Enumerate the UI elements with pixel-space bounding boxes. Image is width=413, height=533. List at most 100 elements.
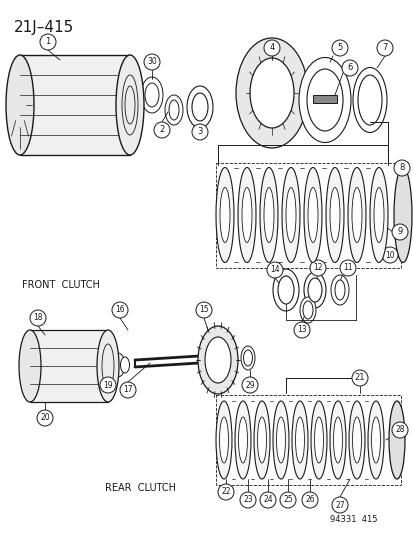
Ellipse shape (291, 401, 307, 479)
Circle shape (154, 122, 170, 138)
Circle shape (331, 40, 347, 56)
Circle shape (242, 377, 257, 393)
Ellipse shape (240, 346, 254, 370)
Ellipse shape (299, 297, 315, 323)
Ellipse shape (192, 93, 207, 121)
Ellipse shape (204, 337, 230, 383)
Ellipse shape (169, 100, 178, 120)
Text: 24: 24 (263, 496, 272, 505)
Circle shape (331, 497, 347, 513)
Ellipse shape (298, 58, 350, 142)
Circle shape (144, 54, 159, 70)
Text: 11: 11 (342, 263, 352, 272)
Circle shape (37, 410, 53, 426)
Ellipse shape (388, 401, 404, 479)
Text: 23: 23 (242, 496, 252, 505)
Text: 22: 22 (221, 488, 230, 497)
Text: 25: 25 (282, 496, 292, 505)
Ellipse shape (254, 401, 269, 479)
Ellipse shape (116, 55, 144, 155)
Circle shape (381, 247, 397, 263)
Text: 19: 19 (103, 381, 112, 390)
Ellipse shape (216, 167, 233, 262)
Text: 9: 9 (396, 228, 402, 237)
Ellipse shape (348, 401, 364, 479)
Ellipse shape (237, 167, 255, 262)
Circle shape (351, 370, 367, 386)
Ellipse shape (307, 188, 317, 243)
Circle shape (293, 322, 309, 338)
Text: 29: 29 (244, 381, 254, 390)
Ellipse shape (351, 417, 361, 463)
Text: 16: 16 (115, 305, 124, 314)
Text: 12: 12 (313, 263, 322, 272)
Circle shape (195, 302, 211, 318)
Text: 17: 17 (123, 385, 133, 394)
Ellipse shape (303, 167, 321, 262)
Ellipse shape (334, 280, 344, 300)
Circle shape (240, 492, 255, 508)
Ellipse shape (310, 401, 326, 479)
Circle shape (100, 377, 116, 393)
Ellipse shape (272, 269, 298, 311)
Ellipse shape (393, 167, 411, 262)
Circle shape (309, 260, 325, 276)
Text: 20: 20 (40, 414, 50, 423)
Text: 1: 1 (45, 37, 50, 46)
Ellipse shape (120, 357, 129, 373)
Text: 4: 4 (269, 44, 274, 52)
Circle shape (192, 124, 207, 140)
Ellipse shape (351, 188, 361, 243)
Ellipse shape (295, 417, 304, 463)
Ellipse shape (367, 401, 383, 479)
Ellipse shape (373, 188, 383, 243)
Circle shape (40, 34, 56, 50)
Ellipse shape (307, 278, 321, 302)
Circle shape (341, 60, 357, 76)
Text: 15: 15 (199, 305, 208, 314)
Text: 94331  415: 94331 415 (329, 515, 377, 524)
Circle shape (279, 492, 295, 508)
Text: 21: 21 (354, 374, 364, 383)
Ellipse shape (357, 75, 381, 125)
Text: 28: 28 (394, 425, 404, 434)
Ellipse shape (329, 188, 339, 243)
Ellipse shape (325, 167, 343, 262)
Circle shape (339, 260, 355, 276)
Ellipse shape (302, 301, 312, 319)
Ellipse shape (347, 167, 365, 262)
Text: 18: 18 (33, 313, 43, 322)
Ellipse shape (272, 401, 288, 479)
Ellipse shape (333, 417, 342, 463)
Circle shape (30, 310, 46, 326)
Ellipse shape (249, 58, 293, 128)
Bar (30, 330, 108, 402)
Circle shape (259, 492, 275, 508)
Circle shape (112, 302, 128, 318)
Circle shape (301, 492, 317, 508)
Text: 8: 8 (399, 164, 404, 173)
Ellipse shape (369, 167, 387, 262)
Text: 6: 6 (347, 63, 352, 72)
Ellipse shape (216, 401, 231, 479)
Bar (312, 95, 336, 103)
Ellipse shape (314, 417, 323, 463)
Ellipse shape (6, 55, 34, 155)
Text: 5: 5 (337, 44, 342, 52)
Bar (216, 395, 400, 485)
Circle shape (391, 422, 407, 438)
Ellipse shape (19, 330, 41, 402)
Ellipse shape (235, 38, 307, 148)
Ellipse shape (165, 95, 183, 125)
Text: 21J–415: 21J–415 (14, 20, 74, 35)
Text: 14: 14 (270, 265, 279, 274)
Ellipse shape (242, 188, 252, 243)
Ellipse shape (276, 417, 285, 463)
Text: 10: 10 (384, 251, 394, 260)
Text: 2: 2 (159, 125, 164, 134)
Ellipse shape (219, 188, 230, 243)
Ellipse shape (329, 401, 345, 479)
Text: 7: 7 (381, 44, 387, 52)
Text: 26: 26 (304, 496, 314, 505)
Circle shape (391, 224, 407, 240)
